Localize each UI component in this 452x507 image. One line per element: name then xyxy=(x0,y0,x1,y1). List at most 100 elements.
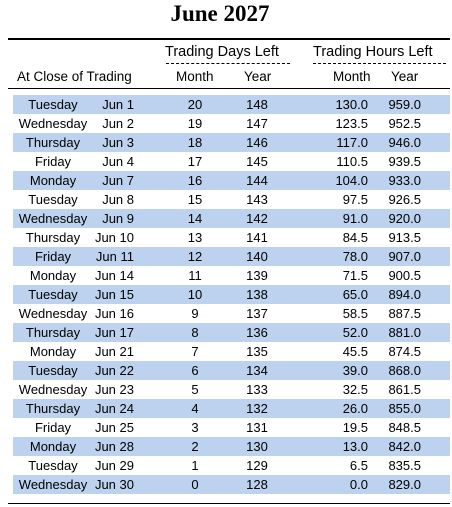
days-left-year-cell: 144 xyxy=(246,173,268,188)
hours-left-month-cell: 117.0 xyxy=(336,135,368,150)
days-left-year-cell: 146 xyxy=(246,135,268,150)
days-left-month-cell: 11 xyxy=(188,268,202,283)
table-row: Tuesday Jun 29 1 129 6.5 835.5 xyxy=(13,456,450,475)
day-cell: Wednesday xyxy=(18,382,88,397)
hours-left-year-cell: 920.0 xyxy=(388,211,421,226)
days-left-month-cell: 9 xyxy=(191,306,199,321)
days-left-month-cell: 19 xyxy=(187,116,203,131)
days-left-year-cell: 143 xyxy=(246,192,268,207)
days-left-month-cell: 18 xyxy=(187,135,203,150)
day-cell: Thursday xyxy=(25,135,81,150)
day-cell: Wednesday xyxy=(18,211,88,226)
day-cell: Friday xyxy=(34,249,72,264)
table-row: Tuesday Jun 8 15 143 97.5 926.5 xyxy=(13,190,450,209)
date-cell: Jun 10 xyxy=(94,230,134,245)
date-cell: Jun 24 xyxy=(94,401,134,416)
hours-left-month-cell: 78.0 xyxy=(342,249,368,264)
date-cell: Jun 4 xyxy=(102,154,134,169)
day-cell: Tuesday xyxy=(28,192,78,207)
table-row: Monday Jun 21 7 135 45.5 874.5 xyxy=(13,342,450,361)
table-row: Wednesday Jun 2 19 147 123.5 952.5 xyxy=(13,114,450,133)
day-cell: Thursday xyxy=(25,230,81,245)
hours-left-month-cell: 123.5 xyxy=(335,116,368,131)
at-close-header: At Close of Trading xyxy=(17,69,132,84)
table-row: Thursday Jun 24 4 132 26.0 855.0 xyxy=(13,399,450,418)
hours-left-year-cell: 907.0 xyxy=(388,249,421,264)
hours-left-month-cell: 0.0 xyxy=(349,477,368,492)
hours-left-year-cell: 894.0 xyxy=(388,287,421,302)
days-left-month-cell: 20 xyxy=(187,97,203,112)
date-cell: Jun 25 xyxy=(94,420,134,435)
table-row: Monday Jun 7 16 144 104.0 933.0 xyxy=(13,171,450,190)
date-cell: Jun 2 xyxy=(102,116,134,131)
hours-left-month-cell: 58.5 xyxy=(342,306,368,321)
day-cell: Monday xyxy=(29,439,77,454)
days-left-year-cell: 145 xyxy=(246,154,268,169)
days-left-year-cell: 138 xyxy=(246,287,268,302)
days-left-year-cell: 129 xyxy=(246,458,268,473)
hours-left-year-cell: 959.0 xyxy=(388,97,421,112)
table-row: Friday Jun 11 12 140 78.0 907.0 xyxy=(13,247,450,266)
table-row: Thursday Jun 3 18 146 117.0 946.0 xyxy=(13,133,450,152)
day-cell: Tuesday xyxy=(28,287,78,302)
hours-left-year-cell: 842.0 xyxy=(388,439,421,454)
days-left-year-cell: 136 xyxy=(246,325,268,340)
day-cell: Thursday xyxy=(25,325,81,340)
hours-left-year-cell: 881.0 xyxy=(388,325,421,340)
days-left-year-cell: 137 xyxy=(246,306,268,321)
table-row: Thursday Jun 17 8 136 52.0 881.0 xyxy=(13,323,450,342)
hours-year-header: Year xyxy=(391,69,419,84)
hours-left-year-cell: 939.5 xyxy=(388,154,421,169)
table-row: Tuesday Jun 1 20 148 130.0 959.0 xyxy=(13,95,450,114)
hours-left-month-cell: 110.5 xyxy=(336,154,368,169)
hours-left-month-cell: 32.5 xyxy=(342,382,368,397)
hours-left-year-cell: 887.5 xyxy=(388,306,421,321)
day-cell: Tuesday xyxy=(28,363,78,378)
days-left-year-cell: 139 xyxy=(246,268,268,283)
date-cell: Jun 16 xyxy=(94,306,134,321)
hours-left-month-cell: 65.0 xyxy=(342,287,368,302)
date-cell: Jun 28 xyxy=(94,439,134,454)
days-left-month-cell: 7 xyxy=(191,344,199,359)
date-cell: Jun 17 xyxy=(94,325,134,340)
days-left-month-cell: 13 xyxy=(187,230,203,245)
days-left-month-cell: 15 xyxy=(187,192,203,207)
date-cell: Jun 23 xyxy=(94,382,134,397)
days-left-year-cell: 140 xyxy=(246,249,268,264)
hours-left-month-cell: 19.5 xyxy=(342,420,368,435)
hours-left-year-cell: 855.0 xyxy=(388,401,421,416)
hours-left-year-cell: 952.5 xyxy=(388,116,421,131)
hours-left-month-cell: 13.0 xyxy=(342,439,368,454)
table-row: Friday Jun 4 17 145 110.5 939.5 xyxy=(13,152,450,171)
page-title: June 2027 xyxy=(170,1,270,26)
date-cell: Jun 22 xyxy=(94,363,134,378)
table-row: Thursday Jun 10 13 141 84.5 913.5 xyxy=(13,228,450,247)
date-cell: Jun 9 xyxy=(102,211,134,226)
trading-table-body: Tuesday Jun 1 20 148 130.0 959.0 Wednesday Jun … xyxy=(13,95,450,494)
date-cell: Jun 7 xyxy=(102,173,134,188)
days-left-month-cell: 0 xyxy=(191,477,199,492)
hours-left-month-cell: 71.5 xyxy=(342,268,368,283)
table-row: Wednesday Jun 16 9 137 58.5 887.5 xyxy=(13,304,450,323)
hours-left-month-cell: 45.5 xyxy=(342,344,368,359)
days-left-year-cell: 142 xyxy=(246,211,268,226)
days-left-year-cell: 148 xyxy=(246,97,268,112)
hours-left-month-cell: 6.5 xyxy=(349,458,368,473)
days-left-month-cell: 10 xyxy=(187,287,203,302)
hours-left-year-cell: 868.0 xyxy=(388,363,421,378)
table-row: Tuesday Jun 22 6 134 39.0 868.0 xyxy=(13,361,450,380)
hours-left-month-cell: 130.0 xyxy=(335,97,368,112)
days-left-year-cell: 132 xyxy=(246,401,268,416)
days-left-month-cell: 3 xyxy=(191,420,199,435)
day-cell: Thursday xyxy=(25,401,81,416)
trading-hours-underline xyxy=(313,63,446,64)
top-rule xyxy=(8,38,450,40)
days-left-year-cell: 141 xyxy=(246,230,268,245)
days-left-year-cell: 131 xyxy=(246,420,268,435)
hours-left-year-cell: 835.5 xyxy=(388,458,421,473)
days-left-month-cell: 12 xyxy=(187,249,203,264)
hours-left-year-cell: 926.5 xyxy=(388,192,421,207)
hours-left-year-cell: 946.0 xyxy=(388,135,421,150)
days-left-month-cell: 16 xyxy=(187,173,203,188)
days-month-header: Month xyxy=(176,69,214,84)
